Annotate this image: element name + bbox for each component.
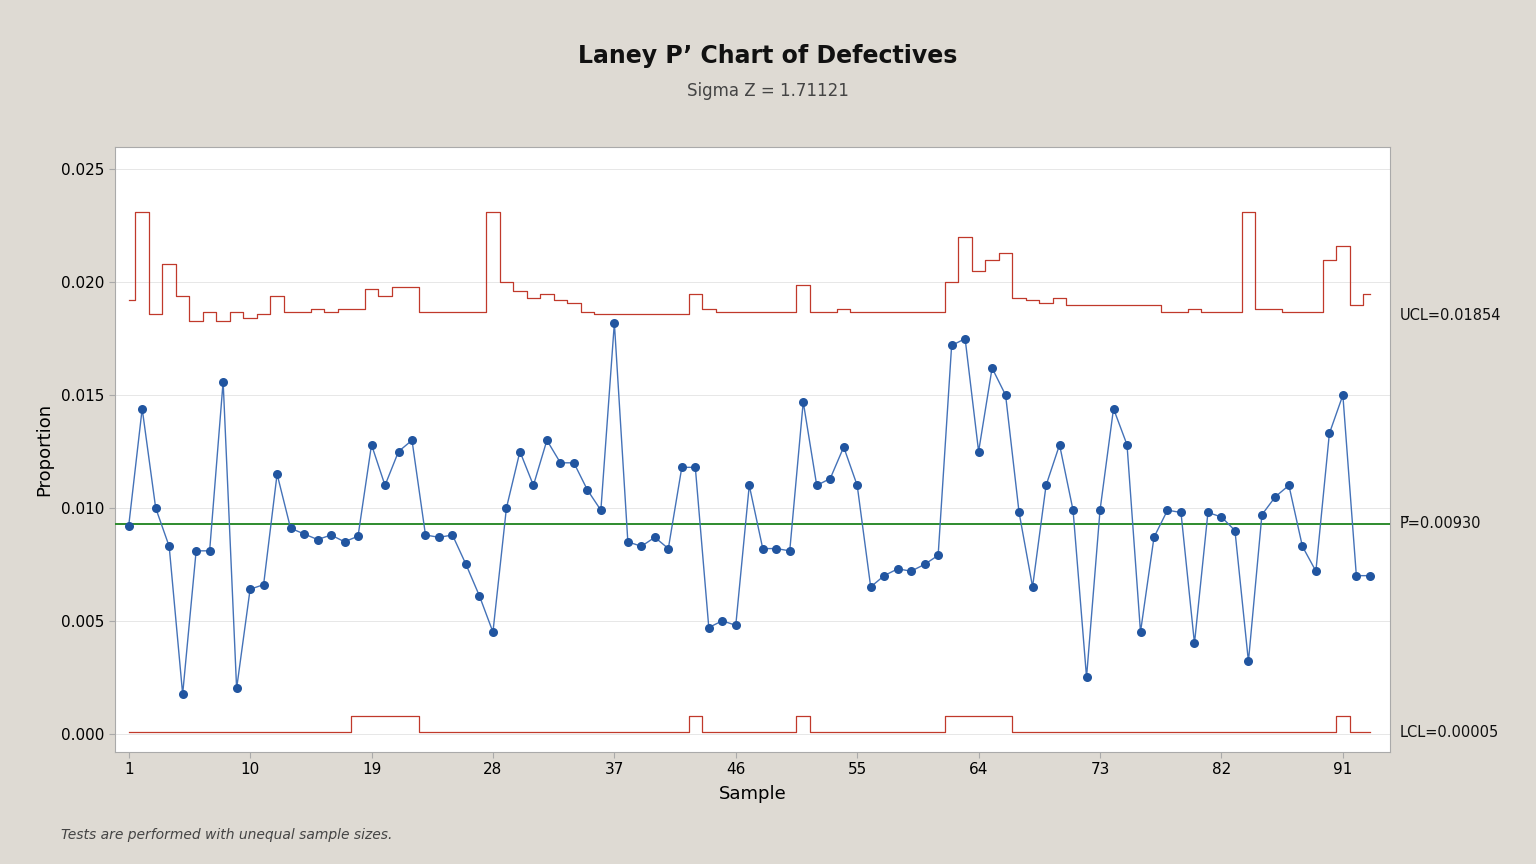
Text: UCL=0.01854: UCL=0.01854 xyxy=(1399,308,1501,323)
Text: Sigma Z = 1.71121: Sigma Z = 1.71121 xyxy=(687,82,849,99)
Text: Laney P’ Chart of Defectives: Laney P’ Chart of Defectives xyxy=(579,44,957,68)
X-axis label: Sample: Sample xyxy=(719,785,786,804)
Text: Tests are performed with unequal sample sizes.: Tests are performed with unequal sample … xyxy=(61,829,393,842)
Y-axis label: Proportion: Proportion xyxy=(35,403,54,496)
Text: LCL=0.00005: LCL=0.00005 xyxy=(1399,725,1499,740)
Text: P̅=0.00930: P̅=0.00930 xyxy=(1399,517,1481,531)
